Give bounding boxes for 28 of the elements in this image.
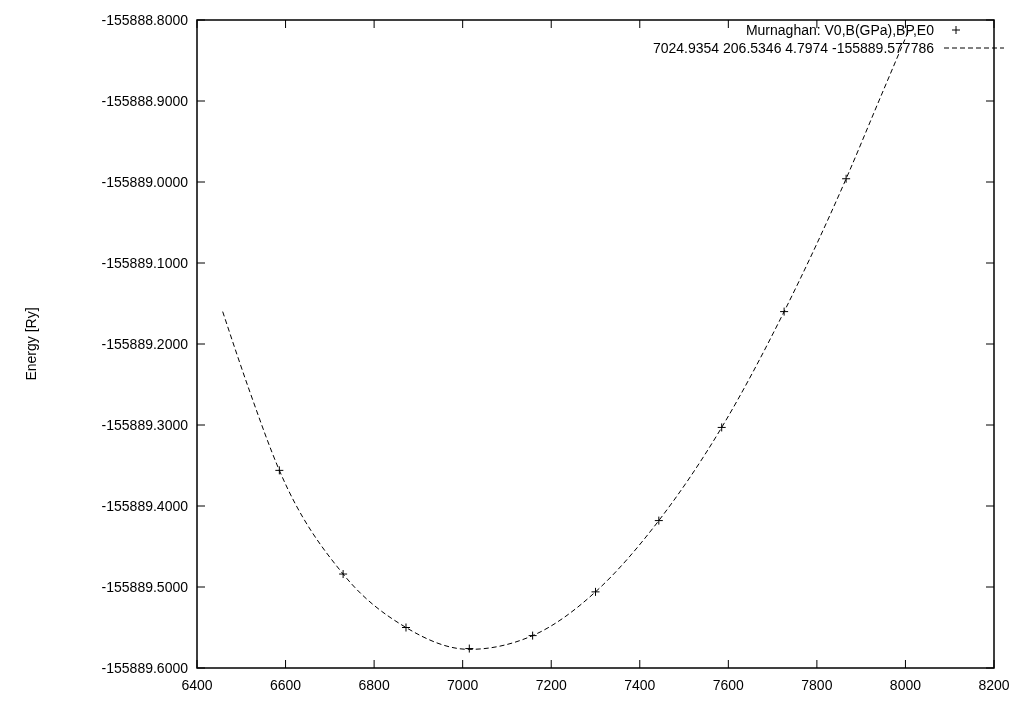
x-tick-label: 7200	[535, 677, 567, 693]
x-tick-label: 7400	[624, 677, 656, 693]
x-tick-label: 6400	[181, 677, 213, 693]
legend-label: 7024.9354 206.5346 4.7974 -155889.577786	[652, 40, 935, 56]
legend-label: Murnaghan: V0,B(GPa),BP,E0	[745, 22, 935, 38]
y-tick-label: -155888.8000	[101, 12, 189, 28]
x-tick-label: 6800	[358, 677, 390, 693]
y-tick-label: -155889.1000	[101, 255, 189, 271]
point	[591, 587, 600, 597]
x-tick-label: 8200	[978, 677, 1010, 693]
point	[654, 516, 664, 526]
y-tick-label: -155889.6000	[101, 660, 189, 676]
point	[401, 623, 411, 632]
x-tick-label: 8000	[889, 677, 922, 693]
y-tick-label: -155889.5000	[101, 579, 189, 595]
y-tick-label: -155889.0000	[101, 174, 189, 190]
y-tick-label: -155888.9000	[101, 93, 189, 109]
y-tick-label: -155889.4000	[101, 498, 189, 514]
point	[779, 307, 789, 317]
point	[338, 569, 348, 579]
x-tick-label: 7600	[712, 677, 745, 693]
point	[841, 174, 851, 184]
y-axis-title: Energy [Ry]	[23, 307, 39, 381]
x-tick-label: 7800	[801, 677, 833, 693]
x-tick-label: 6600	[269, 677, 302, 693]
y-tick-label: -155889.3000	[101, 417, 189, 433]
x-tick-label: 7000	[447, 677, 479, 693]
y-tick-label: -155889.2000	[101, 336, 189, 352]
